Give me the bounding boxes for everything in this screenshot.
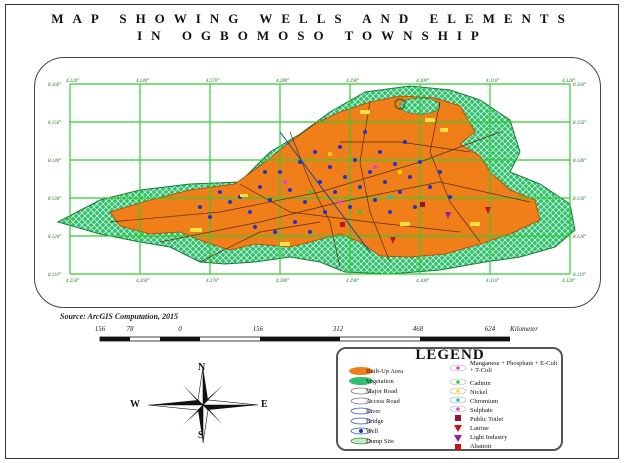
grid-label-top: 4.320° xyxy=(562,79,575,84)
legend-item: Public Toilet xyxy=(470,416,504,423)
grid-label-right: 8.120° xyxy=(573,235,586,240)
grid-label-bottom: 4.290° xyxy=(346,279,359,284)
compass-rose-icon xyxy=(147,366,259,444)
legend-item: Latrine xyxy=(470,425,489,432)
nickel-icon xyxy=(456,389,460,393)
vegetation-icon xyxy=(349,377,373,385)
dump-site-marker xyxy=(394,98,406,110)
legend-title: LEGEND xyxy=(415,347,485,363)
legend-item: Well xyxy=(366,428,379,435)
grid-label-top: 4.280° xyxy=(276,79,289,84)
legend-item: Major Road xyxy=(366,388,398,395)
map-area: 4.220° 4.240° 4.270° 4.280° 4.290° 4.300… xyxy=(48,79,586,284)
legend-right-symbols xyxy=(449,364,467,450)
map-title-line1: MAP SHOWING WELLS AND ELEMENTS xyxy=(51,11,574,26)
grid-label-bottom: 4.260° xyxy=(136,279,149,284)
legend-item: Dump Site xyxy=(366,438,394,445)
public-toilet-icon xyxy=(455,415,461,421)
legend-item: Sulphate xyxy=(470,407,493,414)
light-industry-icon xyxy=(454,435,462,442)
grid-label-top: 4.310° xyxy=(486,79,499,84)
page-frame xyxy=(5,4,619,459)
legend-item: River xyxy=(366,408,381,415)
coordinate-grid xyxy=(69,83,571,275)
grid-label-left: 8.130° xyxy=(48,197,61,202)
grid-label-bottom: 4.320° xyxy=(562,279,575,284)
scale-bar xyxy=(99,336,510,342)
grid-label-top: 4.300° xyxy=(416,79,429,84)
scale-unit: Kilometer xyxy=(510,325,538,333)
scale-label: 0 xyxy=(178,325,182,333)
cadmin-icon xyxy=(456,380,460,384)
built-up-area-icon xyxy=(349,367,373,375)
legend-left-symbols xyxy=(349,367,373,445)
abattoir-icon xyxy=(455,444,461,450)
legend-item: Abattoir xyxy=(470,443,492,450)
grid-label-right: 8.150° xyxy=(573,121,586,126)
legend-item: Access Road xyxy=(366,398,400,405)
river-icon xyxy=(350,407,372,415)
grid-label-left: 8.160° xyxy=(48,83,61,88)
grid-label-bottom: 4.270° xyxy=(206,279,219,284)
legend-item: Vegetation xyxy=(366,378,394,385)
grid-label-bottom: 4.280° xyxy=(276,279,289,284)
river xyxy=(279,131,371,253)
scale-label: 312 xyxy=(332,325,344,333)
scale-label: 78 xyxy=(126,325,134,333)
major-road-icon xyxy=(350,387,372,395)
grid-label-top: 4.220° xyxy=(66,79,79,84)
wells xyxy=(198,130,452,234)
built-up-area xyxy=(109,95,541,258)
bridge-icon xyxy=(350,417,372,425)
grid-labels: 4.220° 4.240° 4.270° 4.280° 4.290° 4.300… xyxy=(48,79,586,284)
grid-label-bottom: 4.300° xyxy=(416,279,429,284)
compass-east: E xyxy=(261,399,268,410)
well-icon xyxy=(350,427,372,435)
legend-box xyxy=(336,347,563,451)
legend-item: Chromium xyxy=(470,398,499,405)
grid-label-right: 8.140° xyxy=(573,159,586,164)
grid-label-bottom: 4.310° xyxy=(486,279,499,284)
legend-item: Built-Up Area xyxy=(366,368,404,375)
grid-label-left: 8.150° xyxy=(48,121,61,126)
legend-item: Nickel xyxy=(470,389,488,396)
compass-south: S xyxy=(198,430,204,441)
grid-label-top: 4.270° xyxy=(206,79,219,84)
compass-west: W xyxy=(130,399,140,410)
grid-label-right: 8.160° xyxy=(573,83,586,88)
scale-label: 624 xyxy=(484,325,496,333)
access-road-icon xyxy=(350,397,372,405)
grid-label-right: 8.110° xyxy=(573,273,586,278)
grid-label-left: 8.120° xyxy=(48,235,61,240)
legend-item: Manganese + Phosphate + E-Coli + T-Coli xyxy=(470,360,558,374)
source-note: Source: ArcGIS Computation, 2015 xyxy=(60,312,178,321)
dump-site-icon xyxy=(350,437,372,445)
grid-label-bottom: 4.250° xyxy=(66,279,79,284)
scale-label: 156 xyxy=(94,325,106,333)
manganese-icon xyxy=(456,366,460,370)
latrine-icon xyxy=(454,425,462,432)
legend-item: Light Industry xyxy=(470,434,508,441)
grid-label-top: 4.240° xyxy=(136,79,149,84)
grid-label-left: 8.140° xyxy=(48,159,61,164)
legend-item: Cadmin xyxy=(470,380,491,387)
sulphate-icon xyxy=(456,407,460,411)
settlement-blocks xyxy=(190,110,480,246)
compass-north: N xyxy=(198,362,206,373)
grid-label-right: 8.130° xyxy=(573,197,586,202)
element-markers xyxy=(283,152,491,244)
map-title-line2: IN OGBOMOSO TOWNSHIP xyxy=(137,28,488,43)
grid-label-left: 8.110° xyxy=(48,273,61,278)
legend-item: Bridge xyxy=(366,418,384,425)
grid-label-top: 4.290° xyxy=(346,79,359,84)
scale-label: 468 xyxy=(412,325,424,333)
chromium-icon xyxy=(456,398,460,402)
scale-label: 156 xyxy=(252,325,264,333)
